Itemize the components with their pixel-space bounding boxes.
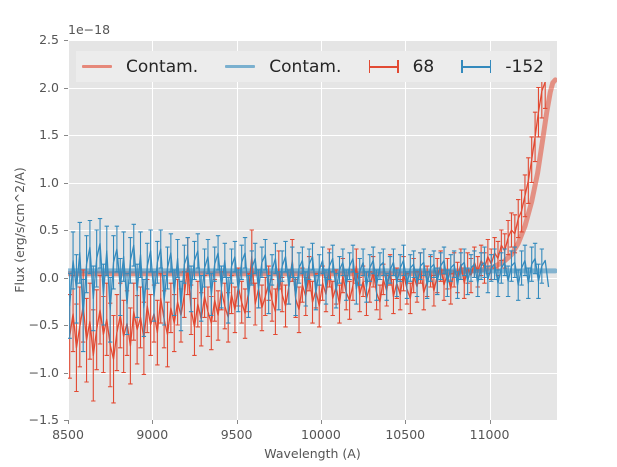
y-axis-offset-text: 1e−18 — [68, 22, 111, 37]
y-tick-label: −1.0 — [28, 364, 59, 380]
spectrum-line — [69, 81, 546, 360]
y-tick-mark — [64, 87, 68, 89]
y-tick-mark — [64, 325, 68, 326]
x-tick-mark — [405, 420, 407, 424]
legend-entry[interactable]: 68 — [368, 51, 435, 82]
gridline-horizontal — [68, 135, 557, 136]
errorbar-whiskers — [68, 54, 548, 404]
y-tick-label: 1.5 — [39, 127, 59, 142]
spectrum-line — [69, 242, 550, 317]
legend-entry[interactable]: -152 — [461, 51, 544, 82]
x-tick-mark — [152, 420, 154, 424]
legend-label: -152 — [505, 56, 544, 77]
x-tick-label: 10500 — [385, 427, 426, 442]
x-tick-mark — [489, 420, 491, 424]
y-tick-label: 0.0 — [39, 269, 59, 285]
gridline-vertical — [405, 40, 407, 420]
legend-entry[interactable]: Contam. — [225, 51, 341, 82]
x-tick-mark — [236, 420, 238, 424]
plot-canvas — [68, 54, 557, 404]
gridline-vertical — [236, 40, 238, 420]
y-tick-label: −1.5 — [28, 412, 59, 427]
gridline-vertical — [320, 40, 322, 420]
y-tick-mark — [64, 135, 68, 136]
legend-line-swatch — [225, 65, 256, 68]
plot-axes — [68, 40, 557, 420]
legend-entry[interactable]: Contam. — [82, 51, 198, 82]
y-tick-label: 0.5 — [39, 222, 59, 237]
x-axis-label: Wavelength (A) — [264, 446, 361, 461]
gridline-horizontal — [68, 325, 557, 326]
contamination-curve — [68, 77, 557, 277]
legend-errorbar-part — [461, 66, 492, 68]
legend-errorbar-part — [461, 60, 463, 73]
legend-label: Contam. — [269, 56, 342, 77]
gridline-horizontal — [68, 372, 557, 374]
y-tick-label: 2.5 — [39, 32, 59, 47]
gridline-horizontal — [68, 40, 557, 41]
x-tick-mark — [320, 420, 322, 424]
chart-legend: Contam. Contam. 68 -152 — [76, 51, 550, 82]
legend-line-swatch — [82, 65, 112, 68]
contamination-path — [68, 77, 557, 277]
y-tick-mark — [64, 182, 68, 184]
legend-errorbar-part — [396, 60, 399, 73]
y-tick-mark — [64, 372, 68, 374]
x-tick-mark — [68, 420, 69, 424]
gridline-horizontal — [68, 230, 557, 231]
legend-errorbar-swatch — [368, 60, 399, 73]
gridline-horizontal — [68, 277, 557, 279]
y-tick-label: 1.0 — [39, 174, 59, 190]
legend-label: Contam. — [126, 56, 199, 77]
x-tick-label: 10000 — [301, 427, 341, 442]
gridline-horizontal — [68, 182, 557, 184]
y-tick-mark — [64, 230, 68, 231]
errorbar-series — [68, 218, 550, 353]
y-axis-label: Flux (erg/s/cm^2/A) — [12, 167, 27, 293]
legend-label: 68 — [412, 56, 435, 77]
gridline-vertical — [68, 40, 69, 420]
x-tick-label: 8500 — [52, 427, 84, 442]
gridline-horizontal — [68, 87, 557, 89]
x-tick-label: 11000 — [469, 427, 510, 442]
x-tick-label: 9500 — [220, 427, 253, 442]
x-tick-label: 9000 — [136, 427, 169, 442]
y-tick-label: −0.5 — [28, 317, 59, 332]
legend-errorbar-swatch — [461, 60, 492, 73]
legend-errorbar-part — [489, 60, 492, 73]
legend-errorbar-part — [368, 60, 371, 73]
errorbar-series — [68, 54, 548, 404]
legend-errorbar-part — [368, 66, 399, 68]
y-tick-label: 2.0 — [39, 79, 59, 95]
y-tick-mark — [64, 40, 68, 41]
y-tick-mark — [64, 277, 68, 279]
y-tick-mark — [64, 420, 68, 421]
gridline-vertical — [489, 40, 491, 420]
